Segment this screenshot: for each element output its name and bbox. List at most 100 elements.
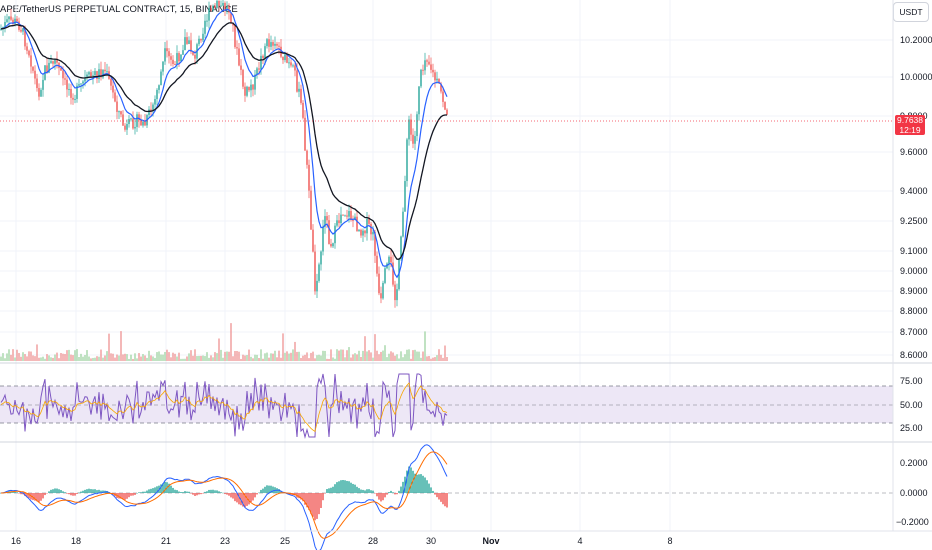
candle-body bbox=[68, 88, 70, 90]
candle-body bbox=[342, 214, 344, 216]
macd-hist-bar bbox=[370, 490, 372, 493]
candle-body bbox=[30, 55, 32, 67]
macd-hist-bar bbox=[252, 493, 254, 501]
macd-axis[interactable]: 0.2000 0.0000 −0.2000 bbox=[896, 458, 929, 527]
volume-bar bbox=[4, 358, 6, 361]
time-tick-label: 23 bbox=[220, 536, 230, 546]
macd-hist-bar bbox=[190, 493, 192, 494]
candle-body bbox=[140, 120, 142, 126]
volume-bar bbox=[426, 356, 428, 361]
candle-body bbox=[164, 48, 166, 62]
volume-bar bbox=[366, 351, 368, 361]
candle-body bbox=[326, 216, 328, 221]
candle-body bbox=[368, 218, 370, 224]
volume-bar bbox=[264, 353, 266, 361]
volume-bar bbox=[152, 356, 154, 361]
volume-bars bbox=[0, 323, 448, 361]
candle-body bbox=[230, 12, 232, 23]
candle-body bbox=[208, 7, 210, 21]
volume-bar bbox=[394, 355, 396, 361]
candle-body bbox=[168, 51, 170, 57]
macd-hist-bar bbox=[14, 491, 16, 493]
macd-hist-bar bbox=[122, 493, 124, 500]
macd-hist-bar bbox=[70, 493, 72, 496]
macd-hist-bar bbox=[126, 493, 128, 499]
macd-hist-bar bbox=[346, 480, 348, 493]
macd-hist-bar bbox=[408, 466, 410, 493]
macd-hist-bar bbox=[200, 493, 202, 495]
volume-bar bbox=[298, 351, 300, 361]
volume-bar bbox=[206, 352, 208, 361]
volume-bar bbox=[220, 349, 222, 361]
volume-bar bbox=[212, 357, 214, 361]
volume-bar bbox=[324, 350, 326, 361]
volume-bar bbox=[192, 355, 194, 361]
volume-bar bbox=[202, 355, 204, 361]
macd-hist-bar bbox=[216, 490, 218, 493]
volume-bar bbox=[102, 357, 104, 361]
volume-bar bbox=[404, 354, 406, 361]
price-axis[interactable]: 10.200010.00009.80009.60009.40009.25009.… bbox=[900, 35, 932, 360]
candle-body bbox=[372, 232, 374, 235]
candle-body bbox=[78, 84, 80, 86]
macd-hist-bar bbox=[438, 493, 440, 500]
volume-bar bbox=[198, 355, 200, 361]
macd-hist-bar bbox=[156, 486, 158, 493]
volume-bar bbox=[328, 358, 330, 361]
candle-body bbox=[416, 114, 418, 137]
volume-bar bbox=[422, 351, 424, 361]
price-tick-label: 9.1000 bbox=[900, 246, 928, 256]
candle-body bbox=[150, 109, 152, 111]
candle-body bbox=[358, 229, 360, 232]
candle-body bbox=[162, 61, 164, 72]
volume-bar bbox=[386, 357, 388, 361]
candle-body bbox=[232, 22, 234, 26]
candle-body bbox=[288, 62, 290, 64]
macd-hist-bar bbox=[42, 493, 44, 499]
candle-body bbox=[238, 48, 240, 66]
volume-bar bbox=[34, 356, 36, 361]
volume-bar bbox=[162, 354, 164, 361]
macd-hist-bar bbox=[420, 474, 422, 493]
ma-fast-line bbox=[0, 8, 448, 279]
macd-hist-bar bbox=[36, 493, 38, 502]
candle-body bbox=[90, 72, 92, 78]
time-axis[interactable]: 16 18 21 23 25 28 30 Nov 4 8 bbox=[11, 536, 673, 546]
volume-bar bbox=[284, 352, 286, 361]
candle-body bbox=[286, 54, 288, 63]
candle-body bbox=[64, 78, 66, 80]
macd-hist-bar bbox=[262, 488, 264, 493]
candle-body bbox=[236, 47, 238, 49]
rsi-line bbox=[0, 373, 448, 439]
candle-body bbox=[444, 101, 446, 110]
macd-hist-bar bbox=[136, 492, 138, 494]
macd-hist-bar bbox=[334, 484, 336, 493]
volume-bar bbox=[428, 355, 430, 361]
macd-hist-bar bbox=[230, 493, 232, 498]
macd-hist-bar bbox=[138, 492, 140, 493]
macd-hist-bar bbox=[318, 493, 320, 515]
macd-hist-bar bbox=[302, 493, 304, 502]
volume-bar bbox=[90, 358, 92, 361]
volume-bar bbox=[216, 353, 218, 361]
volume-bar bbox=[414, 349, 416, 361]
candle-body bbox=[180, 54, 182, 62]
rsi-axis[interactable]: 75.00 50.00 25.00 bbox=[900, 376, 923, 433]
macd-hist-bar bbox=[174, 489, 176, 493]
macd-hist-bar bbox=[446, 493, 448, 508]
volume-bar bbox=[72, 355, 74, 361]
macd-hist-bar bbox=[132, 493, 134, 496]
macd-hist-bar bbox=[364, 490, 366, 493]
macd-hist-bar bbox=[226, 493, 228, 495]
macd-hist-bar bbox=[380, 493, 382, 502]
macd-hist-bar bbox=[228, 493, 230, 496]
macd-hist-bar bbox=[40, 493, 42, 501]
candle-body bbox=[148, 109, 150, 116]
macd-hist-bar bbox=[90, 489, 92, 493]
volume-bar bbox=[48, 355, 50, 361]
candle-body bbox=[206, 20, 208, 22]
macd-hist-bar bbox=[26, 493, 28, 498]
macd-hist-bar bbox=[396, 493, 398, 495]
candle-body bbox=[92, 75, 94, 78]
